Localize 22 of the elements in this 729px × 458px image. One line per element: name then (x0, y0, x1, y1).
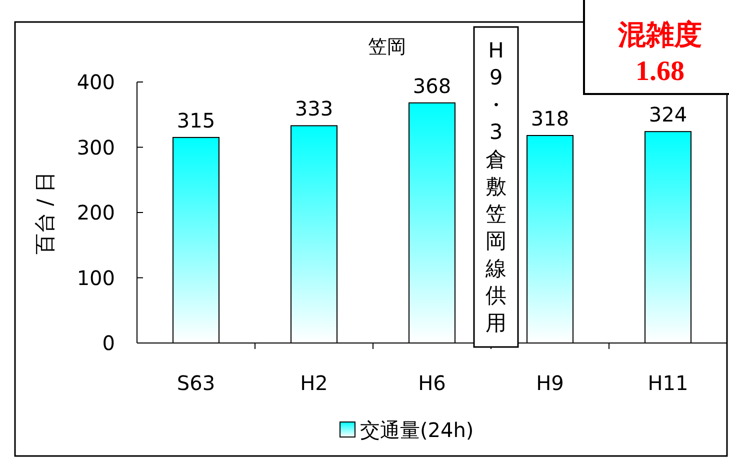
data-label: 324 (648, 102, 688, 127)
x-tick-label: H6 (418, 371, 446, 395)
x-tick-label: H9 (536, 371, 564, 395)
data-label: 333 (294, 96, 334, 121)
annotation: 混雑度 1.68 (583, 0, 729, 95)
y-tick-label: 300 (76, 135, 115, 160)
y-tick-label: 400 (76, 70, 115, 94)
y-tick-label: 0 (102, 331, 115, 355)
legend: 交通量(24h) (340, 418, 474, 442)
x-tick-label: H2 (300, 371, 328, 395)
y-axis-title: 百台 / 日 (33, 171, 57, 255)
annotation: 混雑度 1.68 (617, 19, 702, 87)
data-label: 368 (412, 74, 452, 98)
x-tick-label: H11 (648, 371, 688, 395)
chart-title: 笠岡 (368, 36, 406, 58)
data-label: 315 (176, 108, 216, 132)
legend-label: 交通量(24h) (360, 418, 474, 442)
y-tick-label: 100 (76, 266, 115, 290)
x-tick-label: S63 (176, 371, 216, 395)
annotation: H9・3倉敷笠岡線供用 (473, 26, 519, 348)
y-tick-label: 200 (76, 200, 115, 224)
data-label: 318 (530, 106, 570, 131)
